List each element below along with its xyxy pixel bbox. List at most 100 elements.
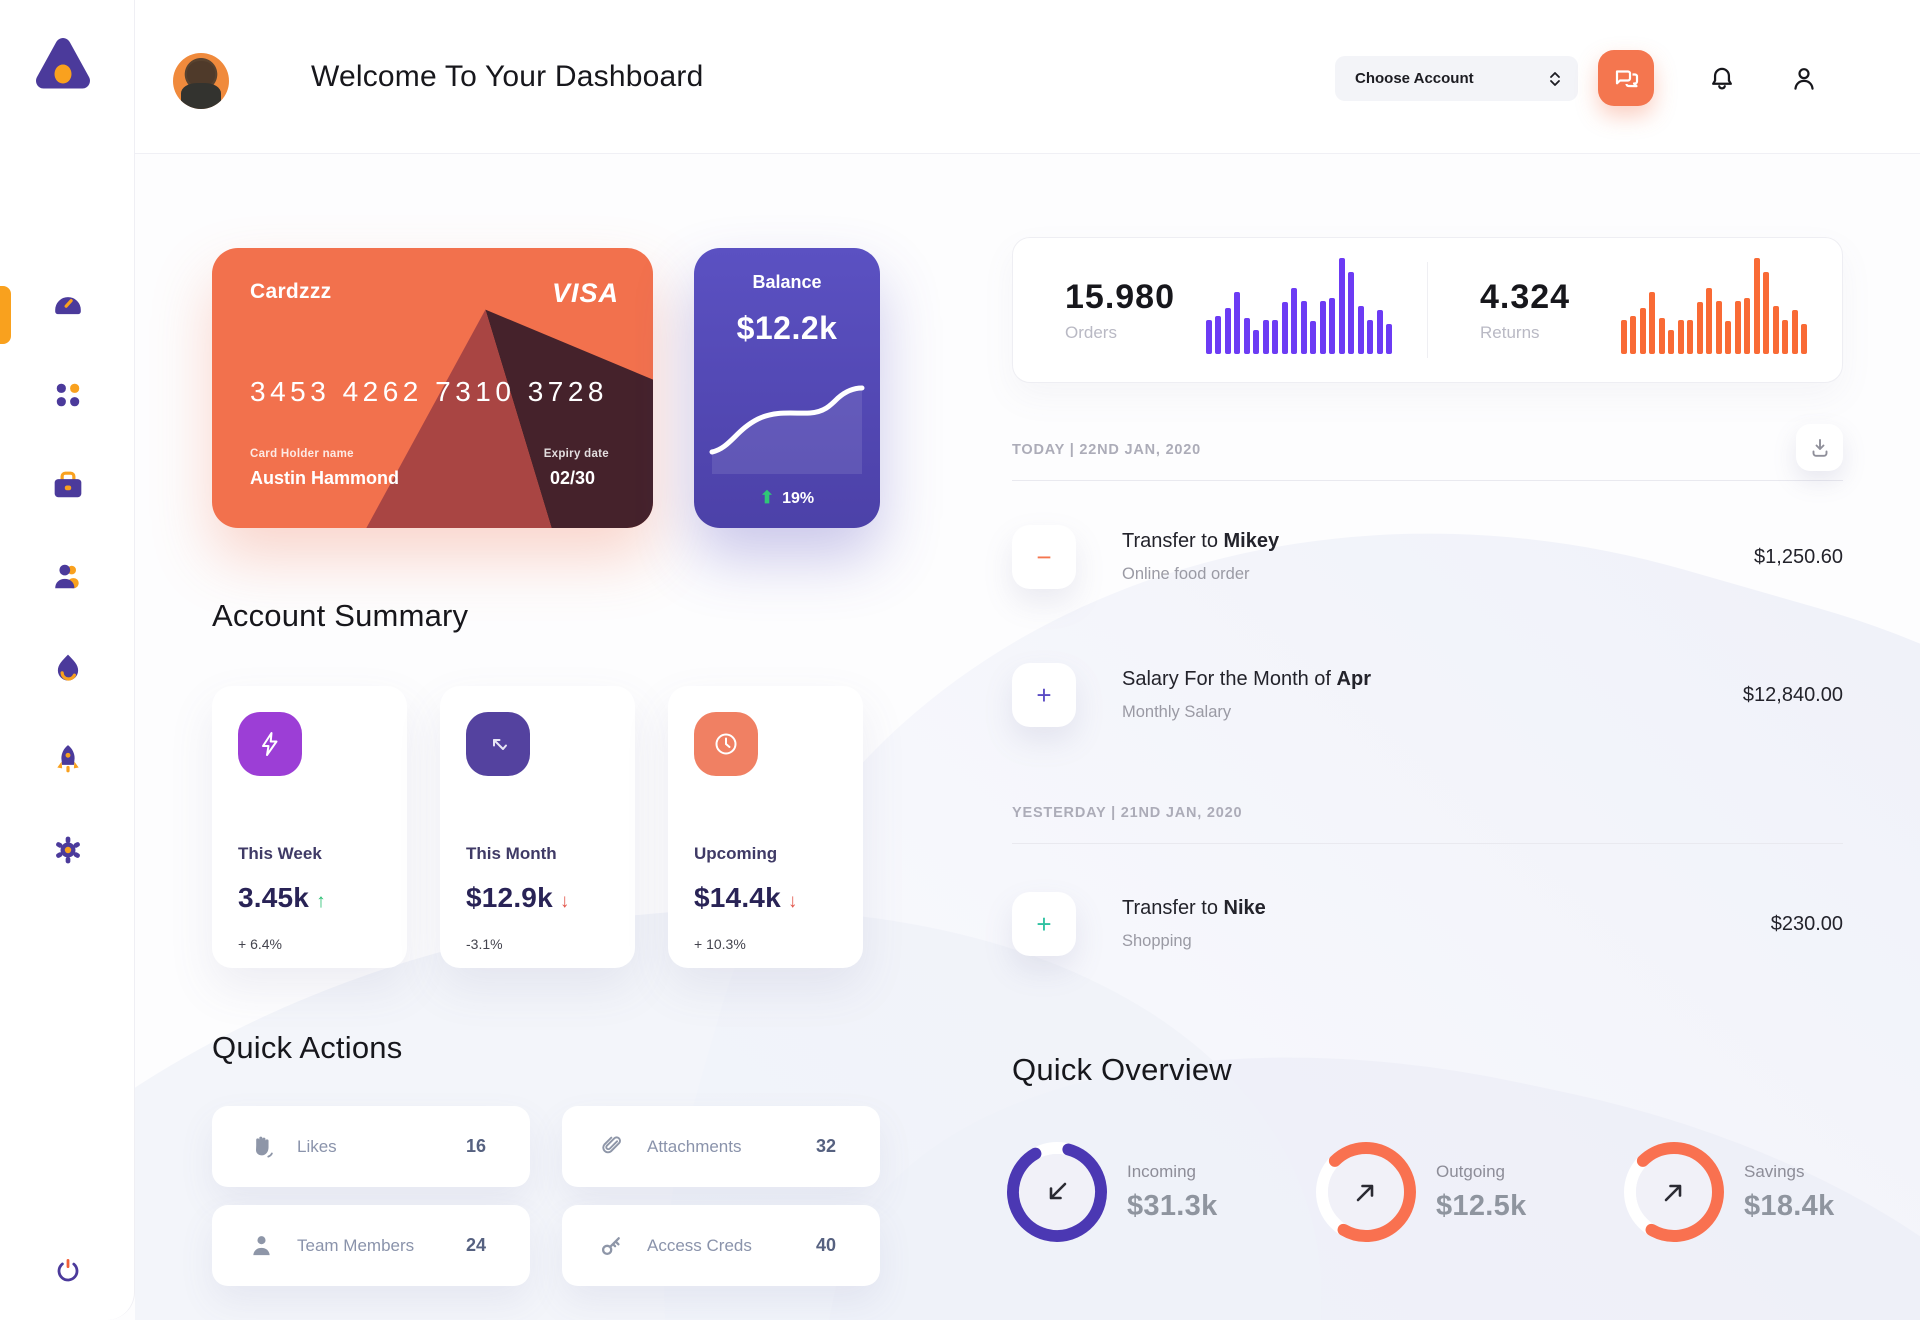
quick-action-access-creds[interactable]: Access Creds 40 [562, 1205, 880, 1286]
sidebar-item-activity[interactable] [0, 652, 135, 743]
card-name: Cardzzz [250, 280, 332, 303]
clock-icon [694, 712, 758, 776]
card-holder-label: Card Holder name [250, 448, 354, 460]
savings-donut [1622, 1140, 1726, 1244]
orders-bar-chart [1202, 256, 1392, 354]
download-icon [1812, 438, 1827, 457]
transaction-title: Transfer to Mikey [1122, 530, 1280, 552]
left-column: Cardzzz VISA 3453 4262 7310 3728 Card Ho… [212, 248, 880, 1286]
transaction-subtitle: Shopping [1122, 932, 1192, 950]
sidebar-item-apps[interactable] [0, 379, 135, 470]
quick-action-count: 40 [815, 1235, 836, 1255]
quick-action-likes[interactable]: Likes 16 [212, 1106, 530, 1187]
download-button[interactable] [1796, 424, 1843, 471]
summary-delta: -3.1% [466, 936, 503, 952]
summary-delta: + 10.3% [694, 936, 746, 952]
sidebar-item-dashboard[interactable] [0, 286, 135, 379]
arrow-up-left-icon [466, 712, 530, 776]
user-avatar[interactable] [173, 53, 229, 109]
summary-label: This Month [466, 844, 557, 863]
card-expiry-label: Expiry date [543, 448, 609, 460]
balance-label: Balance [752, 272, 822, 292]
summary-card-upcoming[interactable]: Upcoming $14.4k ↓ + 10.3% [668, 686, 863, 968]
sidebar-nav [0, 286, 135, 925]
summary-label: This Week [238, 844, 322, 863]
quick-overview-title: Quick Overview [1012, 1052, 1232, 1087]
power-icon [57, 1259, 78, 1282]
credit-icon: + [1012, 663, 1076, 727]
clap-hand-icon [256, 1136, 273, 1158]
balance-value: $12.2k [736, 310, 838, 346]
key-icon [601, 1237, 620, 1256]
app-logo[interactable] [33, 36, 93, 94]
profile-button[interactable] [1787, 62, 1821, 96]
quick-actions-title: Quick Actions [212, 1030, 403, 1065]
transaction-subtitle: Monthly Salary [1122, 703, 1232, 721]
cards-row: Cardzzz VISA 3453 4262 7310 3728 Card Ho… [212, 248, 880, 528]
divider [1012, 843, 1843, 844]
summary-label: Upcoming [694, 844, 778, 863]
overview-label: Savings [1744, 1161, 1805, 1181]
summary-value: $14.4k ↓ [694, 882, 798, 913]
account-select-dropdown[interactable]: Choose Account [1335, 56, 1578, 101]
transaction-row[interactable]: − Transfer to Mikey Online food order $1… [1012, 525, 1843, 589]
card-number: 3453 4262 7310 3728 [250, 376, 608, 407]
sidebar [0, 0, 135, 1320]
balance-card[interactable]: Balance $12.2k ⬆ 19% [694, 248, 880, 528]
rocket-icon [56, 745, 79, 773]
summary-delta: + 6.4% [238, 936, 282, 952]
quick-overview-row: Incoming $31.3k Outgoing [1007, 1140, 1843, 1270]
incoming-donut [1005, 1140, 1109, 1244]
transaction-amount: $12,840.00 [1742, 683, 1843, 706]
credit-icon: + [1012, 892, 1076, 956]
transaction-subtitle: Online food order [1122, 565, 1250, 583]
notifications-button[interactable] [1705, 62, 1739, 96]
sidebar-item-team[interactable] [0, 561, 135, 652]
account-summary-title: Account Summary [212, 598, 469, 633]
balance-trend-value: 19% [782, 490, 815, 507]
credit-card[interactable]: Cardzzz VISA 3453 4262 7310 3728 Card Ho… [212, 248, 653, 528]
arrow-up-right-icon [1314, 1140, 1418, 1244]
divider [1012, 480, 1843, 481]
transaction-amount: $1,250.60 [1754, 545, 1843, 568]
trend-down-arrow: ↓ [787, 891, 798, 912]
card-holder-name: Austin Hammond [250, 468, 400, 488]
paperclip-icon [602, 1136, 621, 1154]
gear-icon [55, 836, 80, 864]
overview-outgoing: Outgoing $12.5k [1314, 1140, 1527, 1244]
quick-action-label: Attachments [647, 1136, 742, 1156]
quick-action-label: Likes [297, 1136, 337, 1156]
transaction-amount: $230.00 [1770, 912, 1843, 935]
quick-action-count: 24 [465, 1235, 486, 1255]
messages-button[interactable] [1598, 50, 1654, 106]
sidebar-item-work[interactable] [0, 470, 135, 561]
transaction-row[interactable]: + Salary For the Month of Apr Monthly Sa… [1012, 663, 1843, 727]
sidebar-item-settings[interactable] [0, 834, 135, 925]
bell-icon [1712, 67, 1732, 90]
orders-label: Orders [1065, 322, 1117, 342]
transaction-title: Transfer to Nike [1122, 897, 1266, 919]
debit-icon: − [1012, 525, 1076, 589]
overview-value: $18.4k [1744, 1189, 1835, 1222]
divider [1427, 262, 1428, 358]
header: Welcome To Your Dashboard Choose Account [135, 0, 1920, 154]
overview-value: $12.5k [1436, 1189, 1527, 1222]
summary-card-this-week[interactable]: This Week 3.45k ↑ + 6.4% [212, 686, 407, 968]
trend-down-arrow: ↓ [559, 891, 570, 912]
briefcase-icon [54, 471, 81, 498]
account-select-label: Choose Account [1355, 70, 1474, 87]
transaction-row[interactable]: + Transfer to Nike Shopping $230.00 [1012, 892, 1843, 956]
quick-action-team-members[interactable]: Team Members 24 [212, 1205, 530, 1286]
account-summary-cards: This Week 3.45k ↑ + 6.4% This Month $12.9… [212, 686, 880, 968]
sidebar-item-launch[interactable] [0, 743, 135, 834]
orders-stat: 15.980 Orders [1013, 238, 1427, 382]
logout-button[interactable] [0, 1254, 135, 1284]
visa-logo: VISA [551, 278, 619, 308]
lightning-icon [238, 712, 302, 776]
transactions-panel: TODAY | 22ND JAN, 2020 − Transfer to Mik… [1012, 420, 1843, 956]
outgoing-donut [1314, 1140, 1418, 1244]
quick-action-attachments[interactable]: Attachments 32 [562, 1106, 880, 1187]
quick-actions-grid: Likes 16 Attachments 32 Team Members [212, 1106, 880, 1286]
summary-card-this-month[interactable]: This Month $12.9k ↓ -3.1% [440, 686, 635, 968]
